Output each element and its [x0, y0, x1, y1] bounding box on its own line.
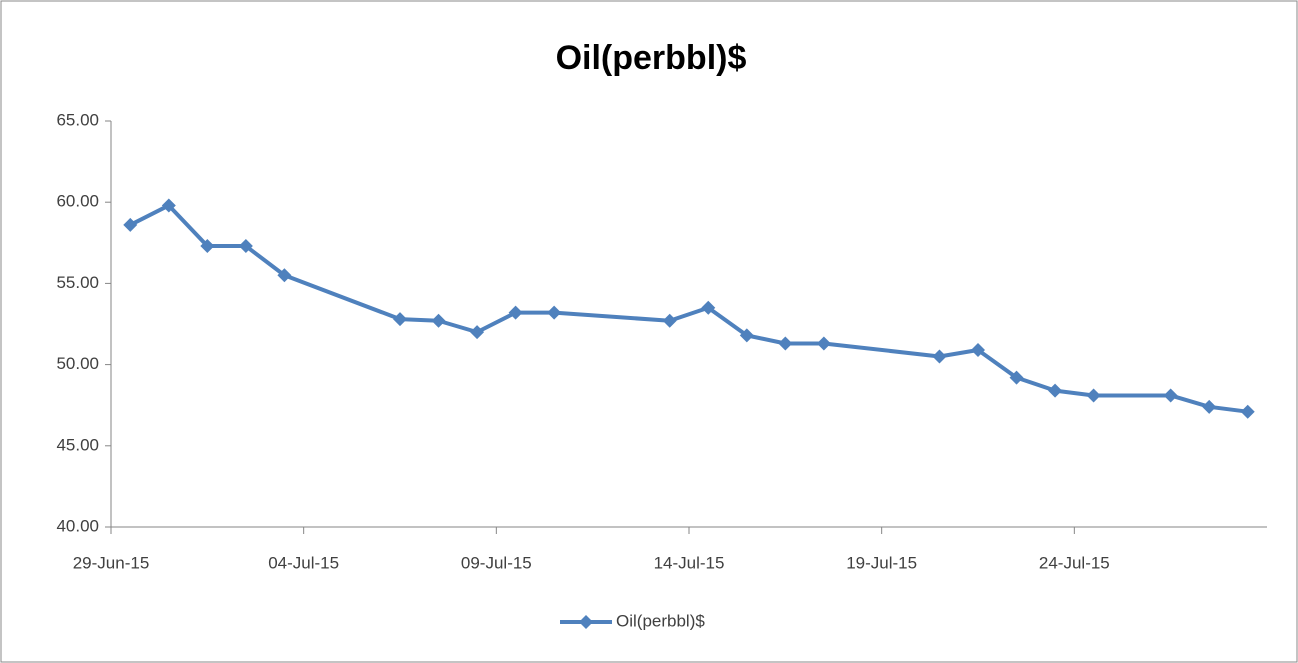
data-point	[1240, 404, 1255, 419]
data-point	[1202, 399, 1217, 414]
data-point	[470, 325, 485, 340]
data-point	[1086, 388, 1101, 403]
legend-label: Oil(perbbl)$	[616, 611, 705, 630]
data-point	[200, 239, 215, 254]
x-tick-label: 14-Jul-15	[654, 553, 725, 572]
chart-title: Oil(perbbl)$	[556, 39, 747, 77]
data-point	[739, 328, 754, 343]
data-point	[701, 300, 716, 315]
x-tick-label: 09-Jul-15	[461, 553, 532, 572]
data-point	[547, 305, 562, 320]
x-tick-label: 24-Jul-15	[1039, 553, 1110, 572]
data-point	[393, 312, 407, 327]
x-tick-label: 04-Jul-15	[268, 553, 339, 572]
x-tick-label: 29-Jun-15	[73, 553, 150, 572]
data-point	[778, 336, 793, 351]
y-tick-label: 50.00	[56, 354, 99, 373]
data-point	[123, 217, 138, 232]
data-point	[662, 313, 677, 328]
data-point	[508, 305, 523, 320]
data-point	[1163, 388, 1178, 403]
data-point	[971, 342, 985, 357]
data-point	[932, 349, 947, 364]
data-point	[277, 268, 292, 283]
legend-marker	[579, 615, 593, 629]
data-point	[1009, 370, 1024, 385]
y-tick-label: 65.00	[56, 110, 99, 129]
data-point	[431, 313, 446, 328]
data-point	[1048, 383, 1063, 398]
data-point	[161, 198, 176, 213]
y-tick-label: 60.00	[56, 192, 99, 211]
data-point	[816, 336, 831, 351]
x-tick-label: 19-Jul-15	[846, 553, 917, 572]
data-point	[238, 239, 253, 254]
y-tick-label: 40.00	[56, 516, 99, 535]
y-tick-label: 45.00	[56, 435, 99, 454]
y-tick-label: 55.00	[56, 273, 99, 292]
